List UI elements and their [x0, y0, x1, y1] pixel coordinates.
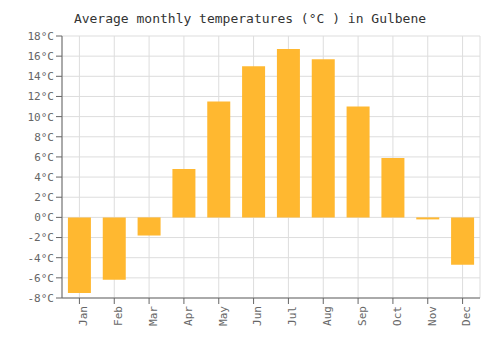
- svg-text:Mar: Mar: [147, 306, 160, 326]
- svg-text:Oct: Oct: [391, 306, 404, 326]
- svg-text:16°C: 16°C: [28, 50, 55, 63]
- svg-text:12°C: 12°C: [28, 90, 55, 103]
- svg-text:Feb: Feb: [112, 306, 125, 326]
- svg-text:Sep: Sep: [356, 306, 369, 326]
- svg-text:Jun: Jun: [251, 306, 264, 326]
- svg-text:0°C: 0°C: [34, 211, 54, 224]
- html-text:Average monthly temperatures (: Average monthly temperatures (°C ) in Gu…: [73, 11, 427, 26]
- svg-text:Apr: Apr: [182, 306, 195, 326]
- svg-text:8°C: 8°C: [34, 131, 54, 144]
- svg-text:14°C: 14°C: [28, 70, 55, 83]
- svg-text:Jul: Jul: [286, 306, 299, 326]
- svg-text:Dec: Dec: [460, 306, 473, 326]
- svg-text:-4°C: -4°C: [28, 252, 55, 265]
- svg-text:4°C: 4°C: [34, 171, 54, 184]
- svg-text:-8°C: -8°C: [28, 292, 55, 305]
- svg-text:2°C: 2°C: [34, 191, 54, 204]
- svg-text:18°C: 18°C: [28, 30, 55, 43]
- svg-text:May: May: [217, 306, 230, 326]
- svg-text:10°C: 10°C: [28, 111, 55, 124]
- svg-text:Aug: Aug: [321, 306, 334, 326]
- svg-text:-6°C: -6°C: [28, 272, 55, 285]
- svg-text:-2°C: -2°C: [28, 231, 55, 244]
- svg-text:6°C: 6°C: [34, 151, 54, 164]
- svg-text:Jan: Jan: [77, 306, 90, 326]
- svg-text:Nov: Nov: [426, 306, 439, 326]
